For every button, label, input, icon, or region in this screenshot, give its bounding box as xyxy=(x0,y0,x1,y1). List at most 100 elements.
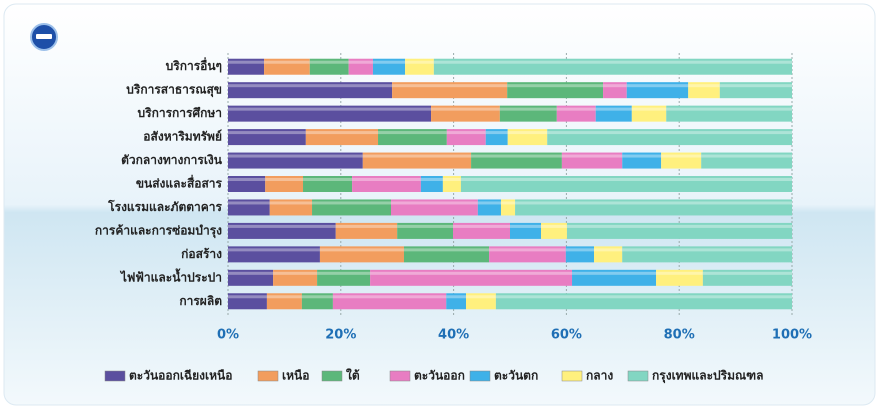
bar-segment xyxy=(397,222,454,239)
bar-segment xyxy=(378,129,447,146)
bar-shine xyxy=(228,224,336,228)
bar-shine xyxy=(603,84,627,88)
legend-label: ใต้ xyxy=(346,368,360,383)
category-label: บริการการศึกษา xyxy=(138,106,223,120)
bar-shine xyxy=(477,201,501,205)
bar-shine xyxy=(332,295,447,299)
bar-segment xyxy=(301,293,333,310)
bar-shine xyxy=(352,178,421,181)
bar-shine xyxy=(565,248,595,252)
bar-shine xyxy=(265,178,304,181)
x-tick-label: 20% xyxy=(325,328,356,343)
bar-segment xyxy=(446,293,467,310)
bar-segment xyxy=(556,105,596,122)
bar-shine xyxy=(499,107,557,111)
bar-shine xyxy=(319,248,404,252)
bar-segment xyxy=(433,58,792,75)
bar-shine xyxy=(264,60,310,64)
legend-label: ตะวันออก xyxy=(414,369,465,383)
bar-shine xyxy=(594,248,623,252)
bar-segment xyxy=(626,82,689,99)
bar-shine xyxy=(701,154,792,158)
bar-shine xyxy=(489,248,566,252)
bar-shine xyxy=(561,154,623,158)
legend-swatch xyxy=(389,370,411,382)
bar-shine xyxy=(372,60,406,64)
category-label: โรงแรมและภัตตาคาร xyxy=(107,199,222,214)
x-tick-label: 40% xyxy=(438,328,469,343)
bar-segment xyxy=(603,82,627,99)
x-tick-label: 0% xyxy=(217,328,239,343)
bar-shine xyxy=(507,131,548,135)
bar-segment xyxy=(594,246,623,263)
legend-swatch xyxy=(469,370,491,382)
bar-shine xyxy=(228,248,320,252)
bar-shine xyxy=(228,60,265,64)
bar-shine xyxy=(626,84,689,88)
bar-shine xyxy=(228,271,274,275)
collapse-button[interactable] xyxy=(30,23,58,51)
bar-segment xyxy=(319,246,404,263)
legend-swatch xyxy=(104,370,126,382)
bar-shine xyxy=(510,224,542,228)
bar-shine xyxy=(397,224,454,228)
bar-shine xyxy=(305,131,379,135)
bar-segment xyxy=(228,293,267,310)
bar-segment xyxy=(305,129,379,146)
category-label: ไฟฟ้าและน้ำประปา xyxy=(119,267,222,284)
legend-label: กรุงเทพและปริมณฑล xyxy=(652,369,763,384)
x-tick-label: 100% xyxy=(772,328,812,343)
category-label: อสังหาริมทรัพย์ xyxy=(143,130,222,144)
bar-shine xyxy=(622,248,792,252)
bar-segment xyxy=(405,58,434,75)
bar-segment xyxy=(372,58,406,75)
bar-shine xyxy=(446,295,467,299)
bar-shine xyxy=(433,60,792,64)
bar-shine xyxy=(507,84,604,88)
bar-shine xyxy=(595,107,632,111)
bar-segment xyxy=(228,82,393,99)
category-label: ก่อสร้าง xyxy=(181,247,222,261)
bar-shine xyxy=(228,84,393,88)
bar-segment xyxy=(622,152,662,169)
bar-segment xyxy=(515,199,792,216)
legend-swatch xyxy=(321,370,343,382)
bar-shine xyxy=(431,107,500,111)
bar-segment xyxy=(547,129,792,146)
category-label: บริการสาธารณสุข xyxy=(126,83,222,98)
bar-shine xyxy=(228,295,267,299)
bar-segment xyxy=(471,152,562,169)
bar-shine xyxy=(312,201,391,205)
legend-swatch xyxy=(257,370,279,382)
category-label: บริการอื่นๆ xyxy=(166,57,222,73)
bar-shine xyxy=(228,201,270,205)
legend-swatch xyxy=(627,370,649,382)
bar-shine xyxy=(471,154,562,158)
bar-segment xyxy=(228,222,336,239)
bar-shine xyxy=(348,60,373,64)
bar-segment xyxy=(661,152,702,169)
bar-shine xyxy=(378,131,447,135)
bar-segment xyxy=(561,152,623,169)
bar-segment xyxy=(446,129,486,146)
plot: 0% 20% 40% 60% 80% 100% บริการอื่นๆบริการสาธาร… xyxy=(95,53,812,384)
bar-shine xyxy=(719,84,792,88)
bar-shine xyxy=(228,131,306,135)
bar-shine xyxy=(541,224,567,228)
bar-segment xyxy=(485,129,508,146)
bar-segment xyxy=(269,199,313,216)
bar-shine xyxy=(266,295,302,299)
bar-segment xyxy=(477,199,501,216)
bar-segment xyxy=(264,58,310,75)
bar-segment xyxy=(309,58,349,75)
category-label: การค้าและการซ่อมบำรุง xyxy=(95,223,222,238)
bar-shine xyxy=(622,154,662,158)
bar-segment xyxy=(572,269,657,286)
bar-segment xyxy=(631,105,667,122)
bar-segment xyxy=(228,152,363,169)
bar-shine xyxy=(495,295,792,299)
category-label: ตัวกลางทางการเงิน xyxy=(121,153,223,167)
bar-shine xyxy=(556,107,596,111)
bar-shine xyxy=(390,201,478,205)
